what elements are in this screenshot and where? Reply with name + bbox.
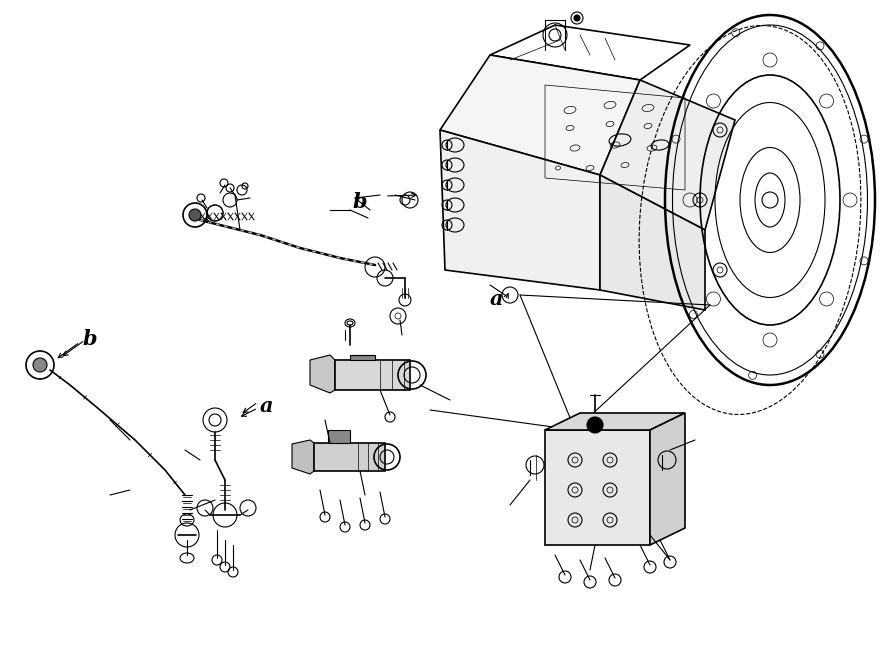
Circle shape [587,417,603,433]
Polygon shape [600,175,705,310]
Polygon shape [328,430,350,443]
Polygon shape [545,413,685,430]
Polygon shape [600,80,735,230]
Polygon shape [545,430,650,545]
Polygon shape [650,413,685,545]
Polygon shape [350,355,375,360]
Circle shape [33,358,47,372]
Polygon shape [440,55,640,175]
Polygon shape [310,355,335,393]
Text: a: a [490,289,504,309]
Polygon shape [335,360,410,390]
Text: a: a [260,396,273,416]
Circle shape [189,209,201,221]
Polygon shape [314,443,385,471]
Circle shape [574,15,580,21]
Polygon shape [292,440,314,474]
Text: b: b [82,329,96,349]
Text: b: b [352,192,366,212]
Polygon shape [440,130,600,290]
